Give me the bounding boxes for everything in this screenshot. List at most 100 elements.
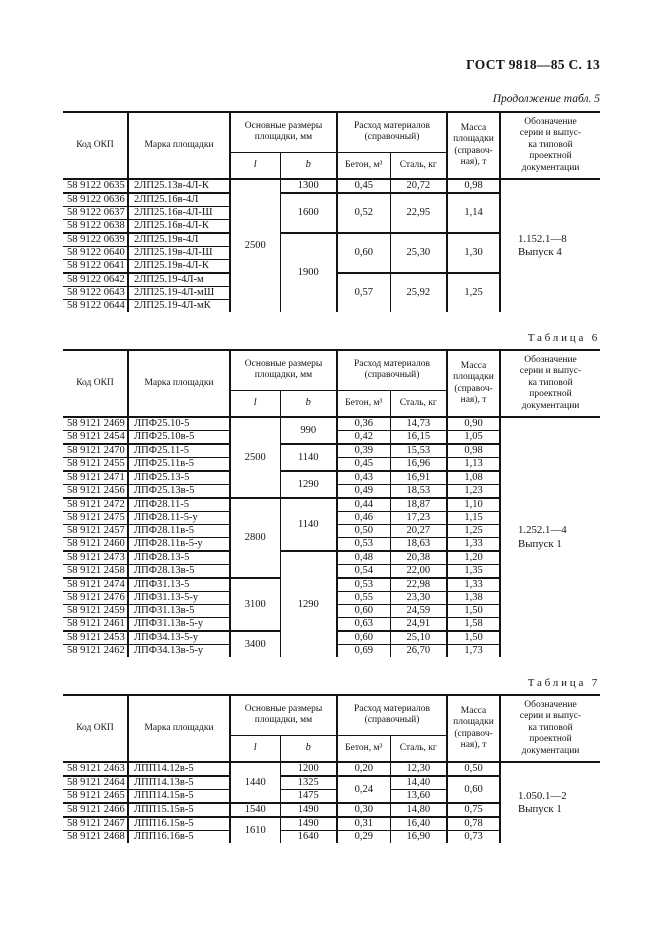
mass-cell: 1,05 (446, 430, 500, 445)
col-header-width: b (279, 390, 337, 418)
mark-cell: ЛПП14.12в-5 (127, 762, 230, 777)
code-cell: 58 9121 2458 (63, 564, 128, 579)
table-body: 58 9121 2469 ЛПФ25.10-5 2500 990 0,36 14,73 0,… (63, 417, 600, 657)
table-header: Код ОКП Марка площадки Основные размеры … (63, 112, 600, 180)
mass-cell: 0,73 (446, 830, 500, 843)
col-header-mass: Масса площадки (справоч- ная), т (446, 695, 500, 763)
code-cell: 58 9121 2456 (63, 484, 128, 499)
mass-cell: 1,50 (446, 604, 500, 618)
mass-cell: 1,23 (446, 484, 500, 499)
col-header-steel: Сталь, кг (389, 152, 447, 180)
width-cell: 1140 (279, 444, 337, 472)
mass-cell: 1,73 (446, 644, 500, 657)
code-cell: 58 9121 2460 (63, 537, 128, 552)
table-row: 58 9122 0644 2ЛП25.19-4Л-мК (63, 299, 600, 312)
width-cell: 1600 (279, 193, 337, 234)
length-cell: 1610 (229, 817, 280, 843)
steel-cell: 16,15 (389, 430, 447, 445)
code-cell: 58 9122 0636 (63, 193, 128, 207)
steel-cell: 24,91 (389, 617, 447, 632)
col-header-concrete: Бетон, м³ (336, 390, 390, 418)
concrete-cell: 0,60 (336, 233, 390, 274)
steel-cell: 23,30 (389, 591, 447, 605)
mark-cell: ЛПФ25.13в-5 (127, 484, 230, 499)
concrete-cell: 0,49 (336, 484, 390, 499)
col-header-mark: Марка площадки (127, 695, 230, 763)
col-header-mark: Марка площадки (127, 112, 230, 180)
mass-cell: 1,15 (446, 511, 500, 525)
mass-cell: 0,75 (446, 803, 500, 818)
table-row: 58 9121 2462 ЛПФ34.13в-5-у 0,69 26,70 1,73 (63, 644, 600, 657)
table-row: 58 9121 2466 ЛПП15.15в-5 1540 1490 0,30 14,80… (63, 803, 600, 818)
col-header-code: Код ОКП (63, 695, 128, 763)
mark-cell: ЛПФ28.11-5 (127, 498, 230, 512)
table-row: 58 9121 2469 ЛПФ25.10-5 2500 990 0,36 14,73 0,… (63, 417, 600, 657)
mark-cell: 2ЛП25.19-4Л-м (127, 273, 230, 287)
col-header-sizes: Основные размеры площадки, мм (229, 112, 337, 153)
table-row: 58 9122 0636 2ЛП25.16в-4Л 1600 0,52 22,95 1,1… (63, 193, 600, 234)
mark-cell: ЛПФ31.13в-5-у (127, 617, 230, 632)
mark-cell: 2ЛП25.19-4Л-мШ (127, 286, 230, 300)
col-header-mass: Масса площадки (справоч- ная), т (446, 112, 500, 180)
mark-cell: ЛПФ31.13-5 (127, 578, 230, 592)
table-row: 58 9121 2454 ЛПФ25.10в-5 0,42 16,15 1,05 (63, 430, 600, 445)
mark-cell: ЛПП14.13в-5 (127, 776, 230, 790)
concrete-cell: 0,29 (336, 830, 390, 843)
mass-cell: 1,35 (446, 564, 500, 579)
steel-cell: 14,40 (389, 776, 447, 790)
mass-cell: 0,98 (446, 179, 500, 194)
mass-cell: 1,58 (446, 617, 500, 632)
concrete-cell: 0,45 (336, 457, 390, 472)
steel-cell: 14,80 (389, 803, 447, 818)
steel-cell: 18,53 (389, 484, 447, 499)
table-5-continuation: Код ОКП Марка площадки Основные размеры … (63, 111, 600, 312)
concrete-cell: 0,24 (336, 776, 390, 804)
length-cell: 2500 (229, 179, 280, 312)
table-7: Код ОКП Марка площадки Основные размеры … (63, 694, 600, 843)
table5-caption: Продолжение табл. 5 (492, 93, 600, 105)
width-cell: 1475 (279, 789, 337, 804)
code-cell: 58 9121 2474 (63, 578, 128, 592)
width-cell: 1290 (279, 471, 337, 499)
code-cell: 58 9122 0638 (63, 219, 128, 234)
code-cell: 58 9122 0635 (63, 179, 128, 194)
table-row: 58 9121 2453 ЛПФ34.13-5-у 3400 0,60 25,10 1,5… (63, 631, 600, 657)
doc-series-cell: 1.252.1—4 Выпуск 1 (499, 417, 600, 657)
mark-cell: 2ЛП25.19в-4Л-К (127, 259, 230, 274)
width-cell: 1325 (279, 776, 337, 790)
code-cell: 58 9121 2465 (63, 789, 128, 804)
col-header-length: l (229, 152, 280, 180)
mark-cell: 2ЛП25.16в-4Л (127, 193, 230, 207)
code-cell: 58 9121 2454 (63, 430, 128, 445)
table-header: Код ОКП Марка площадки Основные размеры … (63, 695, 600, 763)
table-row: 58 9121 2459 ЛПФ31.13в-5 0,60 24,59 1,50 (63, 604, 600, 618)
code-cell: 58 9121 2467 (63, 817, 128, 831)
steel-cell: 20,38 (389, 551, 447, 565)
code-cell: 58 9122 0639 (63, 233, 128, 247)
mass-cell: 1,25 (446, 273, 500, 312)
steel-cell: 25,10 (389, 631, 447, 645)
table-row: 58 9122 0635 2ЛП25.13в-4Л-К 2500 1300 0,45 20… (63, 179, 600, 312)
code-cell: 58 9121 2461 (63, 617, 128, 632)
table-row: 58 9121 2467 ЛПП16.15в-5 1610 1490 0,31 16,40… (63, 817, 600, 843)
steel-cell: 13,60 (389, 789, 447, 804)
mass-cell: 1,25 (446, 524, 500, 538)
col-header-sizes: Основные размеры площадки, мм (229, 695, 337, 736)
width-cell: 1290 (279, 551, 337, 657)
col-header-concrete: Бетон, м³ (336, 152, 390, 180)
steel-cell: 16,90 (389, 830, 447, 843)
mark-cell: ЛПФ28.11в-5 (127, 524, 230, 538)
length-cell: 2800 (229, 498, 280, 579)
length-cell: 3100 (229, 578, 280, 632)
table7-caption: Таблица 7 (527, 677, 600, 689)
mass-cell: 1,08 (446, 471, 500, 485)
steel-cell: 24,59 (389, 604, 447, 618)
steel-cell: 26,70 (389, 644, 447, 657)
concrete-cell: 0,43 (336, 471, 390, 485)
table-row: 58 9122 0637 2ЛП25.16в-4Л-Ш (63, 206, 600, 220)
mark-cell: 2ЛП25.19в-4Л (127, 233, 230, 247)
width-cell: 1140 (279, 498, 337, 552)
mark-cell: ЛПФ31.13в-5 (127, 604, 230, 618)
table-row: 58 9121 2464 ЛПП14.13в-5 1325 0,24 14,40 0,60 (63, 776, 600, 804)
table-row: 58 9122 0641 2ЛП25.19в-4Л-К (63, 259, 600, 274)
